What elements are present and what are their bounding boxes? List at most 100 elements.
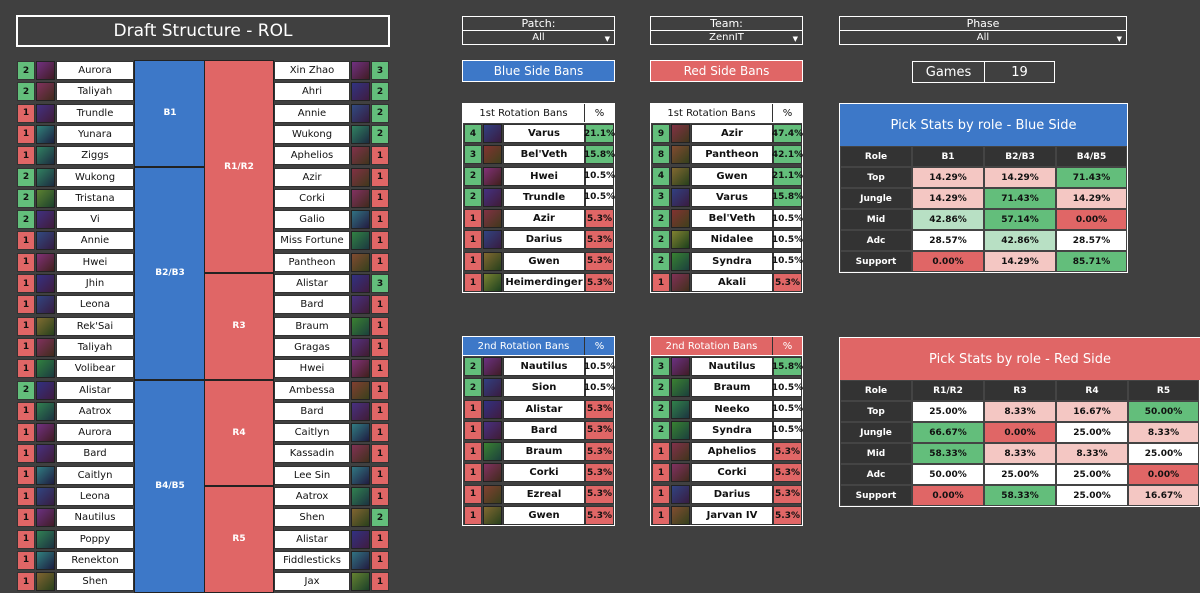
champion-name: Hwei <box>503 166 585 186</box>
stat-cell: 25.00% <box>1056 485 1128 506</box>
stat-header-row: Role R1/R2 R3 R4 R5 <box>840 380 1200 401</box>
champion-icon <box>36 529 55 549</box>
phase-select[interactable]: All ▼ <box>839 31 1127 45</box>
ban-count: 4 <box>464 124 482 143</box>
champion-icon <box>671 442 690 462</box>
champion-name: Nautilus <box>691 357 773 376</box>
stat-cell: 66.67% <box>912 422 984 443</box>
role-label: Jungle <box>840 422 912 443</box>
champion-icon <box>351 274 370 293</box>
pick-count: 1 <box>17 231 35 251</box>
ban-row: 1 Bard 5.3% <box>462 419 615 442</box>
draft-row-blue: 1 Leona <box>16 294 156 315</box>
draft-row-blue: 1 Renekton <box>16 550 156 571</box>
champion-name: Ezreal <box>503 484 585 504</box>
stat-cell: 16.67% <box>1056 401 1128 422</box>
stat-cell: 16.67% <box>1128 485 1199 506</box>
chevron-down-icon[interactable]: ▼ <box>792 35 798 43</box>
champion-name: Trundle <box>503 187 585 207</box>
patch-select[interactable]: All ▼ <box>462 31 615 45</box>
blue-side-bans-button[interactable]: Blue Side Bans <box>462 60 615 82</box>
champion-icon <box>483 378 502 398</box>
champion-icon <box>36 550 55 570</box>
phase-filter[interactable]: Phase All ▼ <box>839 16 1127 45</box>
pick-count: 1 <box>17 295 35 315</box>
ban-percent: 10.5% <box>772 378 803 398</box>
champion-icon <box>36 316 55 336</box>
champion-name: Xin Zhao <box>274 61 350 80</box>
stat-title: Pick Stats by role - Blue Side <box>840 104 1127 146</box>
ban-percent: 5.3% <box>585 442 614 462</box>
champion-name: Azir <box>274 167 350 187</box>
champion-icon <box>351 423 370 443</box>
stat-row: Adc 28.57% 42.86% 28.57% <box>840 230 1127 251</box>
champion-icon <box>671 166 690 186</box>
draft-row-red: Wukong 2 <box>274 124 391 145</box>
champion-name: Leona <box>56 487 134 506</box>
stat-col-header: Role <box>840 146 912 167</box>
patch-filter[interactable]: Patch: All ▼ <box>462 16 615 45</box>
chevron-down-icon[interactable]: ▼ <box>1116 35 1122 43</box>
pick-count: 2 <box>17 82 35 102</box>
ban-row: 1 Darius 5.3% <box>462 229 615 251</box>
pick-count: 1 <box>17 337 35 357</box>
role-label: Adc <box>840 464 912 485</box>
champion-name: Bard <box>503 420 585 440</box>
stat-cell: 14.29% <box>984 251 1056 272</box>
ban-percent: 21.1% <box>772 166 803 186</box>
stat-cell: 71.43% <box>984 188 1056 209</box>
champion-name: Nautilus <box>503 357 585 376</box>
pick-count: 1 <box>17 316 35 336</box>
ban-count: 3 <box>464 145 482 165</box>
role-label: Mid <box>840 443 912 464</box>
draft-row-blue: 1 Nautilus <box>16 507 156 528</box>
champion-name: Wukong <box>56 167 134 187</box>
chevron-down-icon[interactable]: ▼ <box>604 35 610 43</box>
pick-count: 2 <box>17 380 35 400</box>
ban-row: 1 Azir 5.3% <box>462 208 615 230</box>
champion-name: Taliyah <box>56 337 134 357</box>
draft-row-red: Galio 1 <box>274 209 391 230</box>
phase-label: Phase <box>839 16 1127 31</box>
role-label: Support <box>840 251 912 272</box>
champion-name: Tristana <box>56 188 134 208</box>
champion-icon <box>671 230 690 250</box>
ban-row: 2 Nidalee 10.5% <box>650 229 803 251</box>
team-select[interactable]: ZennIT ▼ <box>650 31 803 45</box>
red-side-bans-button[interactable]: Red Side Bans <box>650 60 803 82</box>
draft-row-blue: 1 Leona <box>16 486 156 507</box>
pick-count: 1 <box>371 550 389 570</box>
ban-row: 2 Braum 10.5% <box>650 377 803 399</box>
ban-percent: 5.3% <box>773 463 802 483</box>
draft-row-red: Corki 1 <box>274 188 391 209</box>
draft-row-red: Alistar 3 <box>274 273 391 294</box>
pick-count: 1 <box>371 188 389 208</box>
ban-percent: 10.5% <box>584 166 615 186</box>
ban-percent: 10.5% <box>772 209 803 229</box>
champion-name: Hwei <box>274 359 350 379</box>
pick-count: 3 <box>371 61 389 80</box>
ban-row: 2 Syndra 10.5% <box>650 419 803 442</box>
champion-name: Annie <box>56 231 134 251</box>
champion-name: Azir <box>503 209 585 229</box>
champion-icon <box>671 357 690 376</box>
draft-row-red: Alistar 1 <box>274 529 391 550</box>
ban-row: 2 Hwei 10.5% <box>462 165 615 187</box>
draft-row-red: Aphelios 1 <box>274 145 391 166</box>
draft-row-blue: 1 Rek'Sai <box>16 316 156 337</box>
draft-row-blue: 1 Yunara <box>16 124 156 145</box>
champion-icon <box>483 166 502 186</box>
champion-icon <box>483 463 502 483</box>
champion-icon <box>351 359 370 379</box>
champion-name: Galio <box>274 210 350 230</box>
team-label: Team: <box>650 16 803 31</box>
team-filter[interactable]: Team: ZennIT ▼ <box>650 16 803 45</box>
champion-icon <box>36 401 55 421</box>
ban-count: 2 <box>652 399 670 419</box>
stat-cell: 50.00% <box>1128 401 1199 422</box>
champion-icon <box>351 487 370 506</box>
ban-count: 1 <box>652 484 670 504</box>
phase-value: All <box>976 32 990 43</box>
ban-percent: 15.8% <box>584 145 615 165</box>
pick-count: 1 <box>371 423 389 443</box>
